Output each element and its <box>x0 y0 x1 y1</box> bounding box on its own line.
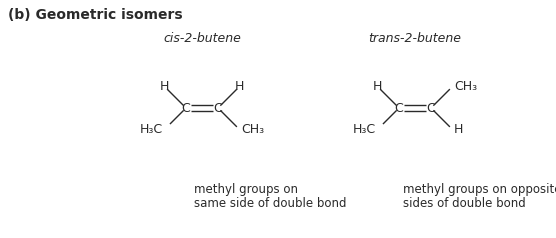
Text: C: C <box>214 101 222 114</box>
Text: H₃C: H₃C <box>140 123 163 136</box>
Text: methyl groups on opposite: methyl groups on opposite <box>403 183 556 196</box>
Text: H: H <box>373 80 383 93</box>
Text: methyl groups on: methyl groups on <box>194 183 298 196</box>
Text: C: C <box>182 101 190 114</box>
Text: H: H <box>160 80 170 93</box>
Text: CH₃: CH₃ <box>241 123 264 136</box>
Text: same side of double bond: same side of double bond <box>194 197 346 210</box>
Text: trans-2-butene: trans-2-butene <box>369 31 461 45</box>
Text: sides of double bond: sides of double bond <box>403 197 526 210</box>
Text: (b) Geometric isomers: (b) Geometric isomers <box>8 8 182 22</box>
Text: H: H <box>235 80 244 93</box>
Text: CH₃: CH₃ <box>454 80 478 93</box>
Text: H: H <box>454 123 464 136</box>
Text: cis-2-butene: cis-2-butene <box>163 31 241 45</box>
Text: C: C <box>395 101 403 114</box>
Text: H₃C: H₃C <box>353 123 376 136</box>
Text: C: C <box>426 101 435 114</box>
